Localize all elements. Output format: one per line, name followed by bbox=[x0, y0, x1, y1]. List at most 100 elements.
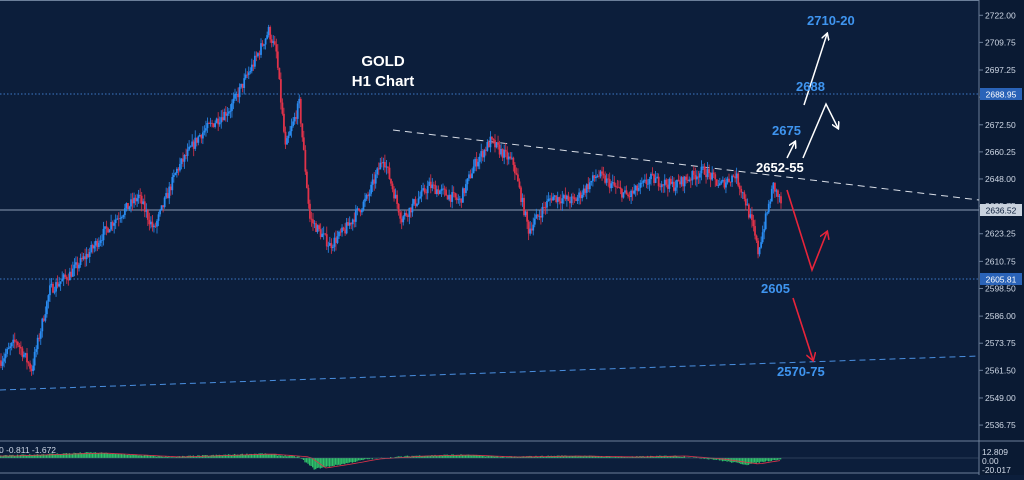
candle-body bbox=[655, 178, 657, 183]
candle-body bbox=[40, 331, 42, 339]
price-tag-upper-label: 2688.95 bbox=[986, 90, 1017, 100]
candle-body bbox=[493, 139, 495, 140]
oscillator-bar bbox=[355, 458, 356, 462]
oscillator-bar bbox=[142, 456, 143, 458]
oscillator-bar bbox=[6, 455, 7, 458]
candle-body bbox=[187, 150, 189, 156]
price-tick-label: 2648.00 bbox=[985, 174, 1016, 184]
annotation-2652-55: 2652-55 bbox=[756, 160, 804, 175]
price-tick-label: 2722.00 bbox=[985, 10, 1016, 20]
candle-body bbox=[387, 167, 389, 168]
candle-body bbox=[72, 269, 74, 277]
oscillator-bar bbox=[760, 458, 761, 462]
candle-body bbox=[519, 181, 521, 187]
candle-body bbox=[774, 183, 776, 192]
price-tag-lower-label: 2605.81 bbox=[986, 275, 1017, 285]
candle-body bbox=[766, 212, 768, 213]
candle-body bbox=[23, 355, 25, 357]
candle-body bbox=[595, 177, 597, 178]
oscillator-bar bbox=[119, 454, 120, 458]
price-tick-label: 2573.75 bbox=[985, 338, 1016, 348]
oscillator-bar bbox=[289, 456, 290, 458]
oscillator-bar bbox=[125, 455, 126, 458]
price-tick-label: 2610.75 bbox=[985, 256, 1016, 266]
oscillator-bar bbox=[488, 456, 489, 458]
candle-body bbox=[658, 177, 660, 187]
candle-body bbox=[318, 225, 320, 229]
oscillator-bar bbox=[745, 458, 746, 465]
oscillator-bar bbox=[766, 458, 767, 461]
candle-body bbox=[156, 221, 158, 227]
candle-body bbox=[327, 246, 329, 247]
candle-body bbox=[577, 198, 579, 201]
candle-body bbox=[326, 234, 328, 246]
candle-body bbox=[312, 219, 314, 223]
candle-body bbox=[173, 175, 175, 177]
oscillator-bar bbox=[746, 458, 747, 465]
candle-body bbox=[52, 284, 54, 293]
candle-body bbox=[762, 232, 764, 242]
oscillator-bar bbox=[338, 458, 339, 465]
oscillator-bar bbox=[489, 456, 490, 458]
candle-body bbox=[743, 192, 745, 198]
oscillator-bar bbox=[431, 455, 432, 458]
candle-body bbox=[769, 201, 771, 203]
candle-body bbox=[777, 190, 779, 196]
oscillator-bar bbox=[281, 455, 282, 458]
candle-body bbox=[109, 230, 111, 233]
oscillator-bar bbox=[234, 454, 235, 458]
candle-body bbox=[725, 182, 727, 187]
oscillator-bar bbox=[739, 458, 740, 463]
candle-body bbox=[106, 226, 108, 228]
candle-body bbox=[29, 363, 31, 368]
candle-body bbox=[483, 150, 485, 158]
oscillator-bar bbox=[107, 453, 108, 458]
oscillator-bar bbox=[447, 455, 448, 458]
candle-body bbox=[283, 114, 285, 132]
candle-body bbox=[58, 284, 60, 287]
candle-body bbox=[304, 150, 306, 172]
candle-body bbox=[590, 181, 592, 182]
candle-body bbox=[17, 342, 19, 345]
candle-body bbox=[477, 162, 479, 167]
oscillator-bar bbox=[324, 458, 325, 467]
oscillator-bar bbox=[769, 458, 770, 461]
oscillator-bar bbox=[722, 458, 723, 461]
candle-body bbox=[642, 181, 644, 183]
candle-body bbox=[737, 173, 739, 185]
candle-body bbox=[526, 212, 528, 222]
candle-body bbox=[113, 223, 115, 226]
candle-body bbox=[626, 190, 628, 194]
oscillator-bar bbox=[5, 455, 6, 458]
candle-body bbox=[11, 343, 13, 346]
candle-body bbox=[665, 180, 667, 185]
candle-body bbox=[728, 179, 730, 182]
oscillator-bar bbox=[349, 458, 350, 463]
price-tag-current-label: 2636.52 bbox=[986, 206, 1017, 216]
oscillator-bar bbox=[754, 458, 755, 463]
candle-body bbox=[613, 182, 615, 185]
oscillator-bar bbox=[112, 454, 113, 458]
oscillator-bar bbox=[304, 458, 305, 462]
candle-body bbox=[292, 121, 294, 126]
candle-body bbox=[101, 240, 103, 241]
price-tick-label: 2660.25 bbox=[985, 147, 1016, 157]
candle-body bbox=[571, 196, 573, 203]
oscillator-bar bbox=[17, 455, 18, 458]
candle-body bbox=[306, 172, 308, 188]
oscillator-bar bbox=[268, 455, 269, 458]
candle-body bbox=[204, 131, 206, 133]
price-tag-current: 2636.52 bbox=[980, 204, 1022, 216]
candle-body bbox=[214, 123, 216, 127]
oscillator-bar bbox=[98, 453, 99, 458]
candle-body bbox=[179, 164, 181, 171]
candle-body bbox=[479, 157, 481, 162]
oscillator-bar bbox=[740, 458, 741, 464]
oscillator-bar bbox=[269, 454, 270, 458]
candle-body bbox=[753, 220, 755, 226]
oscillator-bar bbox=[748, 458, 749, 465]
candle-body bbox=[147, 211, 149, 220]
candle-body bbox=[297, 103, 299, 118]
